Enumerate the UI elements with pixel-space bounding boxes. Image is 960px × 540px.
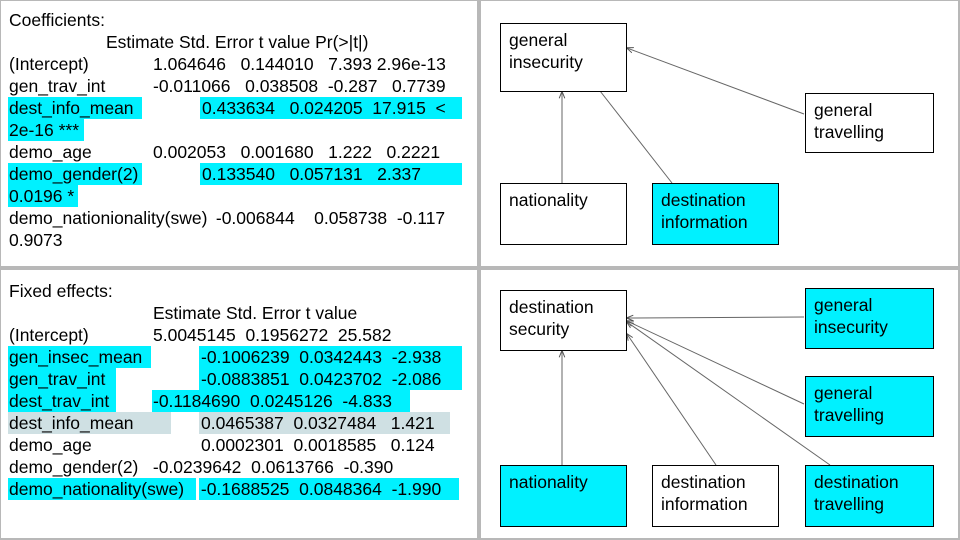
fe-row-values: 0.0002301 0.0018585 0.124: [201, 434, 435, 456]
fe-row-name: (Intercept): [9, 324, 89, 346]
fe-row-values: -0.1688525 0.0848364 -1.990: [196, 478, 441, 500]
fe-row-name: dest_info_mean: [9, 412, 134, 434]
coef-row-values: 0.002053 0.001680 1.222 0.2221: [153, 141, 440, 163]
coef-row-wrap: 0.0196 *: [9, 185, 74, 207]
fe-row-values: -0.1006239 0.0342443 -2.938: [201, 346, 441, 368]
arrow-general-travelling-to-general-insecurity: [627, 48, 804, 114]
coefficients-title: Coefficients:: [9, 9, 105, 31]
coefficients-header: Estimate Std. Error t value Pr(>|t|): [106, 31, 368, 53]
coef-row-name: demo_nationionality(swe): [9, 207, 207, 229]
coef-row-values: 0.433634 0.024205 17.915 <: [202, 97, 446, 119]
fe-row-name: demo_gender(2): [9, 456, 138, 478]
fe-row-values: 0.0465387 0.0327484 1.421: [201, 412, 435, 434]
node-destination-information: destination information: [652, 465, 779, 527]
arrow-destination-information-to-destination-security: [627, 334, 716, 465]
node-general-insecurity: general insecurity: [805, 288, 934, 349]
coef-row-values: 0.133540 0.057131 2.337: [202, 163, 421, 185]
coef-row-name: demo_gender(2): [9, 163, 138, 185]
node-destination-information: destination information: [652, 183, 779, 245]
arrow-general-travelling-to-destination-security: [627, 321, 804, 404]
coef-row-values: 1.064646 0.144010 7.393 2.96e-13: [153, 53, 446, 75]
node-general-travelling: general travelling: [805, 93, 934, 153]
arrow-destination-information-to-general-insecurity: [593, 82, 672, 183]
node-nationality: nationality: [500, 465, 627, 527]
fe-row-name: gen_trav_int: [9, 368, 105, 390]
coef-row-wrap: 0.9073: [9, 229, 63, 251]
fe-row-values: -0.0239642 0.0613766 -0.390: [148, 456, 393, 478]
coef-row-name: demo_age: [9, 141, 92, 163]
node-nationality: nationality: [500, 183, 627, 245]
fixed-effects-title: Fixed effects:: [9, 280, 113, 302]
vertical-divider: [477, 0, 481, 540]
arrow-general-insecurity-to-destination-security: [627, 317, 804, 318]
fe-row-values: -0.0883851 0.0423702 -2.086: [201, 368, 441, 390]
fe-row-values: 5.0045145 0.1956272 25.582: [153, 324, 391, 346]
coef-row-values: -0.011066 0.038508 -0.287 0.7739: [153, 75, 446, 97]
coef-row-wrap: 2e-16 ***: [9, 119, 79, 141]
node-destination-travelling: destination travelling: [805, 465, 934, 527]
fe-row-name: demo_age: [9, 434, 92, 456]
fe-row-name: gen_insec_mean: [9, 346, 142, 368]
coef-row-name: (Intercept): [9, 53, 89, 75]
fixed-effects-header: Estimate Std. Error t value: [153, 302, 357, 324]
left-border: [0, 0, 1, 540]
coef-row-name: gen_trav_int: [9, 75, 105, 97]
coef-row-values: -0.006844 0.058738 -0.117: [211, 207, 445, 229]
fe-row-name: demo_nationality(swe): [9, 478, 184, 500]
node-general-travelling: general travelling: [805, 376, 934, 437]
fe-row-values: -0.1184690 0.0245126 -4.833: [153, 390, 392, 412]
fe-row-name: dest_trav_int: [9, 390, 109, 412]
node-general-insecurity: general insecurity: [500, 23, 627, 92]
top-border: [0, 0, 960, 1]
node-destination-security: destination security: [500, 290, 627, 351]
coef-row-name: dest_info_mean: [9, 97, 134, 119]
arrow-destination-travelling-to-destination-security: [627, 322, 830, 465]
